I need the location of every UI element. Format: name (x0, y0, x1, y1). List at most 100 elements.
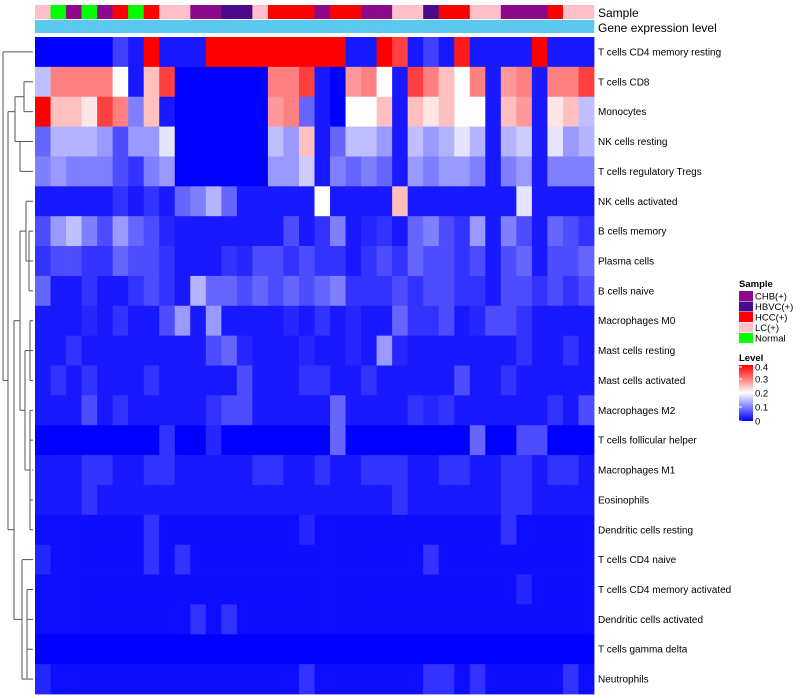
heatmap-cell (50, 126, 67, 157)
gene-expression-cell (500, 20, 517, 33)
heatmap-cell (81, 246, 98, 277)
heatmap-cell (298, 484, 315, 516)
heatmap-cell (143, 305, 160, 337)
heatmap-cell (531, 156, 548, 187)
heatmap-cell (314, 216, 331, 247)
heatmap-cell (159, 216, 176, 247)
heatmap-cell (485, 66, 502, 98)
heatmap-cell (174, 186, 191, 217)
heatmap-cell (516, 216, 533, 247)
heatmap-cell (500, 186, 517, 217)
heatmap-cell (438, 365, 455, 396)
heatmap-cell (330, 455, 346, 486)
gene-expression-cell (190, 20, 207, 33)
heatmap-cell (236, 275, 253, 307)
heatmap-cell (345, 514, 362, 546)
heatmap-cell (516, 156, 533, 187)
row-label: Mast cells resting (598, 346, 675, 357)
heatmap-cell (438, 664, 455, 695)
gene-expression-cell (469, 20, 486, 33)
heatmap-cell (345, 156, 362, 187)
heatmap-cell (174, 246, 191, 277)
heatmap-cell (174, 455, 191, 486)
heatmap-cell (423, 246, 440, 277)
heatmap-cell (376, 514, 393, 546)
heatmap-cell (454, 186, 471, 217)
heatmap-cell (174, 275, 191, 307)
heatmap-cell (345, 335, 362, 366)
heatmap-cell (298, 305, 315, 337)
heatmap-cell (159, 425, 176, 456)
heatmap-cell (361, 186, 378, 217)
sample-annotation-label: Sample (598, 6, 639, 20)
heatmap-cell (469, 126, 486, 157)
heatmap-cell (174, 37, 191, 68)
heatmap-cell (97, 484, 114, 516)
heatmap-cell (392, 96, 409, 127)
heatmap-cell (485, 574, 502, 605)
heatmap-cell (190, 484, 207, 516)
heatmap-cell (547, 246, 564, 277)
heatmap-cell (392, 455, 409, 486)
heatmap-cell (407, 664, 424, 695)
heatmap-cell (469, 604, 486, 635)
heatmap-cell (578, 425, 595, 456)
heatmap-cell (516, 305, 533, 337)
heatmap-cell (81, 425, 98, 456)
heatmap-cell (50, 246, 67, 277)
heatmap-cell (283, 335, 300, 366)
heatmap-cell (547, 216, 564, 247)
heatmap-cell (298, 574, 315, 605)
heatmap-cell (500, 156, 517, 187)
heatmap-cell (112, 305, 129, 337)
heatmap-cell (190, 66, 207, 98)
heatmap-cell (50, 275, 67, 307)
heatmap-cell (81, 604, 98, 635)
heatmap-cell (407, 365, 424, 396)
sample-annotation-cell (298, 5, 315, 19)
row-label: T cells follicular helper (598, 436, 697, 447)
sample-annotation-cell (469, 5, 486, 19)
heatmap-cell (438, 246, 455, 277)
heatmap-cell (438, 335, 455, 366)
heatmap-cell (174, 514, 191, 546)
heatmap-cell (159, 634, 176, 665)
heatmap-cell (314, 335, 331, 366)
heatmap-cell (562, 544, 579, 575)
heatmap-cell (174, 216, 191, 247)
sample-annotation-cell (66, 5, 82, 19)
heatmap-cell (283, 514, 300, 546)
heatmap-cell (128, 66, 145, 98)
heatmap-cell (376, 425, 393, 456)
heatmap-cell (159, 544, 176, 575)
heatmap-cell (516, 365, 533, 396)
heatmap-cell (469, 246, 486, 277)
heatmap-cell (454, 664, 471, 695)
heatmap-cell (159, 604, 176, 635)
row-label: Dendritic cells resting (598, 525, 693, 536)
heatmap-cell (66, 216, 82, 247)
heatmap-cell (392, 37, 409, 68)
heatmap-cell (314, 514, 331, 546)
sample-annotation-cell (578, 5, 595, 19)
heatmap-cell (578, 216, 595, 247)
row-label: T cells CD4 naive (598, 555, 677, 566)
heatmap-cell (578, 604, 595, 635)
heatmap-cell (438, 216, 455, 247)
heatmap-cell (174, 156, 191, 187)
heatmap-cell (392, 305, 409, 337)
heatmap-cell (35, 514, 51, 546)
heatmap-cell (407, 186, 424, 217)
sample-annotation-cell (205, 5, 222, 19)
heatmap-cell (143, 634, 160, 665)
heatmap-cell (330, 275, 346, 307)
heatmap-cell (112, 455, 129, 486)
heatmap-cell (174, 365, 191, 396)
heatmap-cell (221, 96, 238, 127)
heatmap-cell (578, 664, 595, 695)
heatmap-cell (283, 455, 300, 486)
heatmap-cell (500, 305, 517, 337)
heatmap-cell (438, 37, 455, 68)
heatmap-cell (81, 335, 98, 366)
heatmap-cell (190, 275, 207, 307)
